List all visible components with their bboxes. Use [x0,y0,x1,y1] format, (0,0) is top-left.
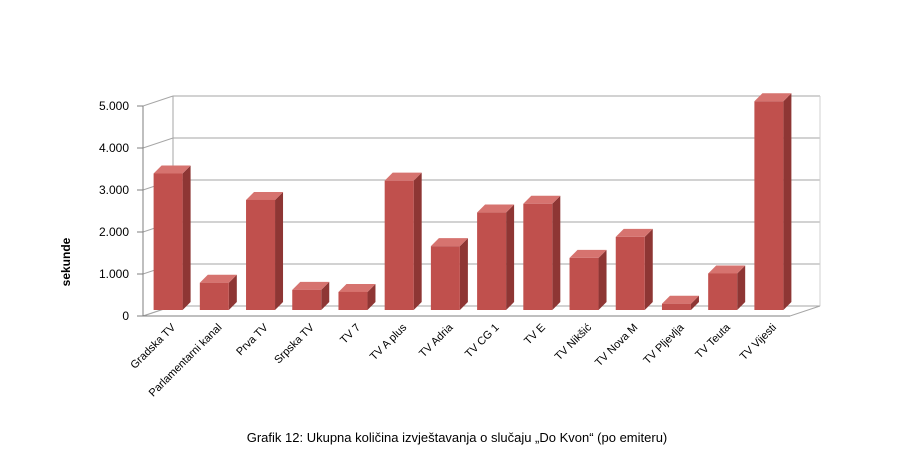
bar [523,195,561,310]
bar-top [246,191,284,200]
bar [569,249,607,310]
y-tick-label: 3.000 [99,183,129,197]
bar [338,283,376,310]
chart-caption: Grafik 12: Ukupna količina izvještavanja… [246,430,668,445]
bar-front [615,236,645,310]
bar [754,93,792,310]
bar-front [708,273,738,310]
bar-top [661,295,699,304]
x-tick-label: TV Teuta [693,321,733,361]
gridline-side [142,137,174,149]
bar-side [367,283,376,310]
bar-front [384,180,414,310]
bar-side [413,172,422,310]
x-tick-label: Srpska TV [272,321,317,366]
bar-side [182,165,191,310]
bar-side [737,265,746,310]
bar-side [552,195,561,310]
bar-side [598,249,607,310]
bar-front [661,303,691,310]
bar [708,265,746,310]
x-tick-label: TV E [522,322,548,348]
y-tick-label: 2.000 [99,225,129,239]
axes [137,105,790,317]
x-tick-label: TV Adria [417,321,456,360]
y-axis-label: sekunde [59,237,73,286]
bar-side [228,274,237,310]
y-tick-labels: 0 1.000 2.000 3.000 4.000 5.000 [99,99,129,323]
bar-top [477,204,515,213]
bar-top [292,281,330,290]
bar [384,172,422,310]
bar [246,191,284,310]
bar-top [430,238,468,247]
bar-front [569,257,599,310]
x-tick-label: TV Nova M [593,322,640,369]
bar-top [153,165,191,174]
bar-front [430,246,460,310]
bar-side [690,295,699,310]
bar-top [199,274,237,283]
bar [430,238,468,310]
bar-side [459,238,468,310]
bar [477,204,515,310]
x-tick-label: TV Nikšić [553,321,595,363]
bar-side [275,191,284,310]
bar-top [708,265,746,274]
y-tick-label: 0 [122,309,129,323]
x-tick-label: TV 7 [338,322,363,347]
bar [615,228,653,310]
x-tick-label: TV Vijesti [738,322,779,363]
bar-side [644,228,653,310]
y-tick-label: 1.000 [99,267,129,281]
x-tick-label: TV CG 1 [463,322,502,361]
bar-front [338,291,368,310]
bar-side [321,281,330,310]
bar-side [506,204,515,310]
x-tick-label: Gradska TV [128,321,178,371]
x-tick-label: TV Pljevlja [641,321,687,367]
bar-top [384,172,422,181]
bar-front [199,282,229,310]
bar-top [523,195,561,204]
y-tick-label: 5.000 [99,99,129,113]
gridline-side [142,95,174,107]
bar-top [754,93,792,102]
x-tick-label: Prva TV [234,321,271,358]
x-tick-label: TV A plus [368,321,410,363]
bar-front [153,173,183,310]
bar [292,281,330,310]
bar-top [569,249,607,258]
bar-front [292,289,322,310]
bars [153,93,792,310]
bar-front [246,199,276,310]
bar [661,295,699,310]
bar-top [338,283,376,292]
bar-chart: 0 1.000 2.000 3.000 4.000 5.000 Gradska TVPar… [59,93,821,399]
bar-side [783,93,792,310]
bar [199,274,237,310]
y-tick-label: 4.000 [99,141,129,155]
bar-front [523,203,553,310]
bar-front [754,101,784,310]
bar-front [477,212,507,310]
bar [153,165,191,310]
bar-top [615,228,653,237]
